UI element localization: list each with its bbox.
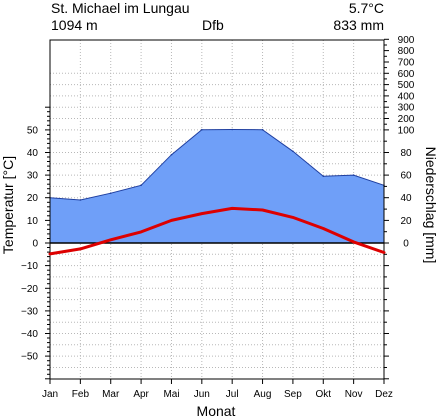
precipitation-point-okt [322,175,325,177]
left-tick-label: 40 [27,148,39,159]
right-tick-label: 0 [403,239,409,250]
right-tick-label: 200 [398,114,415,125]
right-tick-label: 900 [398,35,415,46]
temperature-point-jul [231,207,234,210]
left-tick-label: −50 [21,352,38,363]
x-axis-title: Monat [197,403,236,418]
right-axis-title: Niederschlag [mm] [423,147,439,264]
right-tick-label: 80 [400,148,412,159]
right-tick-label: 20 [400,216,412,227]
left-tick-label: −10 [21,261,38,272]
left-tick-label: 20 [27,193,39,204]
precipitation-point-jun [201,128,203,131]
precipitation-point-nov [352,174,355,176]
right-tick-label: 40 [400,193,412,204]
temperature-point-dez [382,251,386,254]
temperature-point-sep [291,216,295,219]
x-tick-label-okt: Okt [316,389,332,400]
right-tick-label: 700 [398,58,415,69]
x-tick-label-mai: Mai [163,389,179,400]
grid [50,40,384,379]
annual-temperature: 5.7°C [348,0,384,16]
right-tick-label: 300 [398,103,415,114]
left-tick-label: −20 [21,284,38,295]
left-axis-title: Temperatur [°C] [0,156,16,254]
temperature-point-jan [48,252,52,256]
temperature-point-nov [352,240,355,244]
right-tick-label: 500 [398,80,415,91]
left-tick-label: 10 [27,216,39,227]
precipitation-area [49,128,385,243]
right-tick-label: 600 [398,69,415,80]
temperature-point-okt [322,227,325,230]
precipitation-point-sep [292,150,294,153]
left-tick-label: 0 [32,239,38,250]
x-tick-label-jun: Jun [194,389,210,400]
temperature-point-feb [79,247,82,251]
x-tick-label-sep: Sep [284,389,302,400]
precipitation-point-jul [231,128,233,131]
temperature-polyline [48,206,386,256]
precipitation-point-apr [140,184,142,187]
left-tick-label: −40 [21,329,38,340]
x-tick-label-nov: Nov [345,389,363,400]
station-name: St. Michael im Lungau [51,0,190,16]
left-tick-label: −30 [21,306,38,317]
x-tick-label-feb: Feb [72,389,90,400]
temperature-point-jun [200,212,203,215]
annual-precipitation: 833 mm [333,17,384,33]
precipitation-point-feb [79,199,82,201]
x-tick-label-dez: Dez [375,389,393,400]
x-axis: Jan Feb Mar Apr Mai Jun Jul Aug Sep Okt Nov Dez [42,379,393,400]
precipitation-line [49,128,385,201]
precipitation-point-mar [109,192,112,194]
temperature-point-mar [109,238,112,241]
precipitation-point-aug [261,128,264,131]
right-tick-label: 100 [398,125,415,136]
precipitation-fill [50,129,384,243]
right-tick-label: 60 [400,171,412,182]
x-tick-label-aug: Aug [254,389,272,400]
x-tick-label-jul: Jul [226,389,239,400]
precipitation-point-mai [170,153,173,156]
temperature-point-apr [139,230,143,234]
left-axis: −50 −40 −30 −20 −10 0 10 20 30 40 50 [21,106,50,380]
temperature-point-mai [170,219,173,222]
climate-classification: Dfb [202,17,224,33]
station-elevation: 1094 m [51,17,98,33]
x-tick-label-jan: Jan [42,389,58,400]
x-tick-label-mar: Mar [102,389,120,400]
right-tick-label: 400 [398,91,415,102]
left-tick-label: 50 [27,125,39,136]
temperature-point-aug [261,208,264,212]
x-tick-label-apr: Apr [133,389,149,400]
right-tick-label: 800 [398,46,415,57]
left-tick-label: 30 [27,171,39,182]
temperature-line [48,206,386,256]
